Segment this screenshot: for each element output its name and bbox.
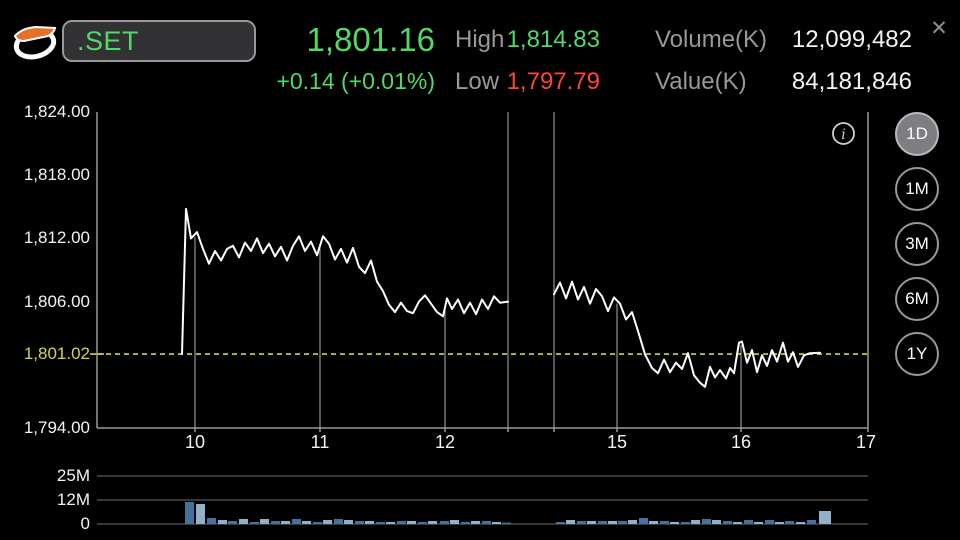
info-icon: i (832, 122, 855, 145)
symbol-search-box[interactable]: .SET (62, 20, 256, 62)
app-logo-icon (13, 25, 57, 60)
y-axis-label: 1,806.00 (23, 291, 90, 311)
y-axis-label: 1,794.00 (23, 418, 90, 437)
value-value: 84,181,846 (791, 68, 912, 95)
chart-plot-area[interactable] (97, 112, 868, 428)
y-axis-label: 1,812.00 (23, 228, 90, 248)
info-button[interactable]: i (831, 121, 856, 146)
volume-value: 12,099,482 (791, 26, 912, 53)
x-axis-label: 12 (434, 432, 456, 452)
timeframe-button-1d[interactable]: 1D (895, 112, 939, 156)
x-axis-label: 15 (606, 432, 628, 452)
timeframe-button-1y[interactable]: 1Y (895, 332, 939, 376)
svg-text:i: i (841, 127, 845, 143)
volume-label: Volume(K) (655, 26, 768, 53)
close-icon[interactable]: ✕ (930, 17, 948, 40)
value-label: Value(K) (655, 68, 747, 95)
volume-axis-label: 12M (56, 490, 90, 509)
timeframe-button-1m[interactable]: 1M (895, 167, 939, 211)
low-value: 1,797.79 (506, 68, 600, 95)
timeframe-button-6m[interactable]: 6M (895, 277, 939, 321)
y-axis-label: 1,818.00 (23, 165, 90, 185)
symbol-text: .SET (77, 25, 140, 56)
y-axis-label: 1,824.00 (23, 102, 90, 121)
last-price: 1,801.16 (306, 21, 435, 58)
x-axis-label: 16 (730, 432, 752, 452)
volume-axis-label: 0 (80, 514, 90, 533)
high-value: 1,814.83 (506, 26, 600, 53)
high-label: High (455, 26, 505, 53)
price-change: +0.14 (+0.01%) (276, 68, 435, 94)
low-label: Low (455, 68, 500, 95)
timeframe-button-3m[interactable]: 3M (895, 222, 939, 266)
x-axis-label: 10 (184, 432, 206, 452)
y-axis-label: 1,801.02 (23, 344, 90, 364)
x-axis-label: 17 (855, 432, 877, 452)
volume-axis-label: 25M (56, 466, 90, 485)
x-axis-label: 11 (310, 432, 330, 452)
